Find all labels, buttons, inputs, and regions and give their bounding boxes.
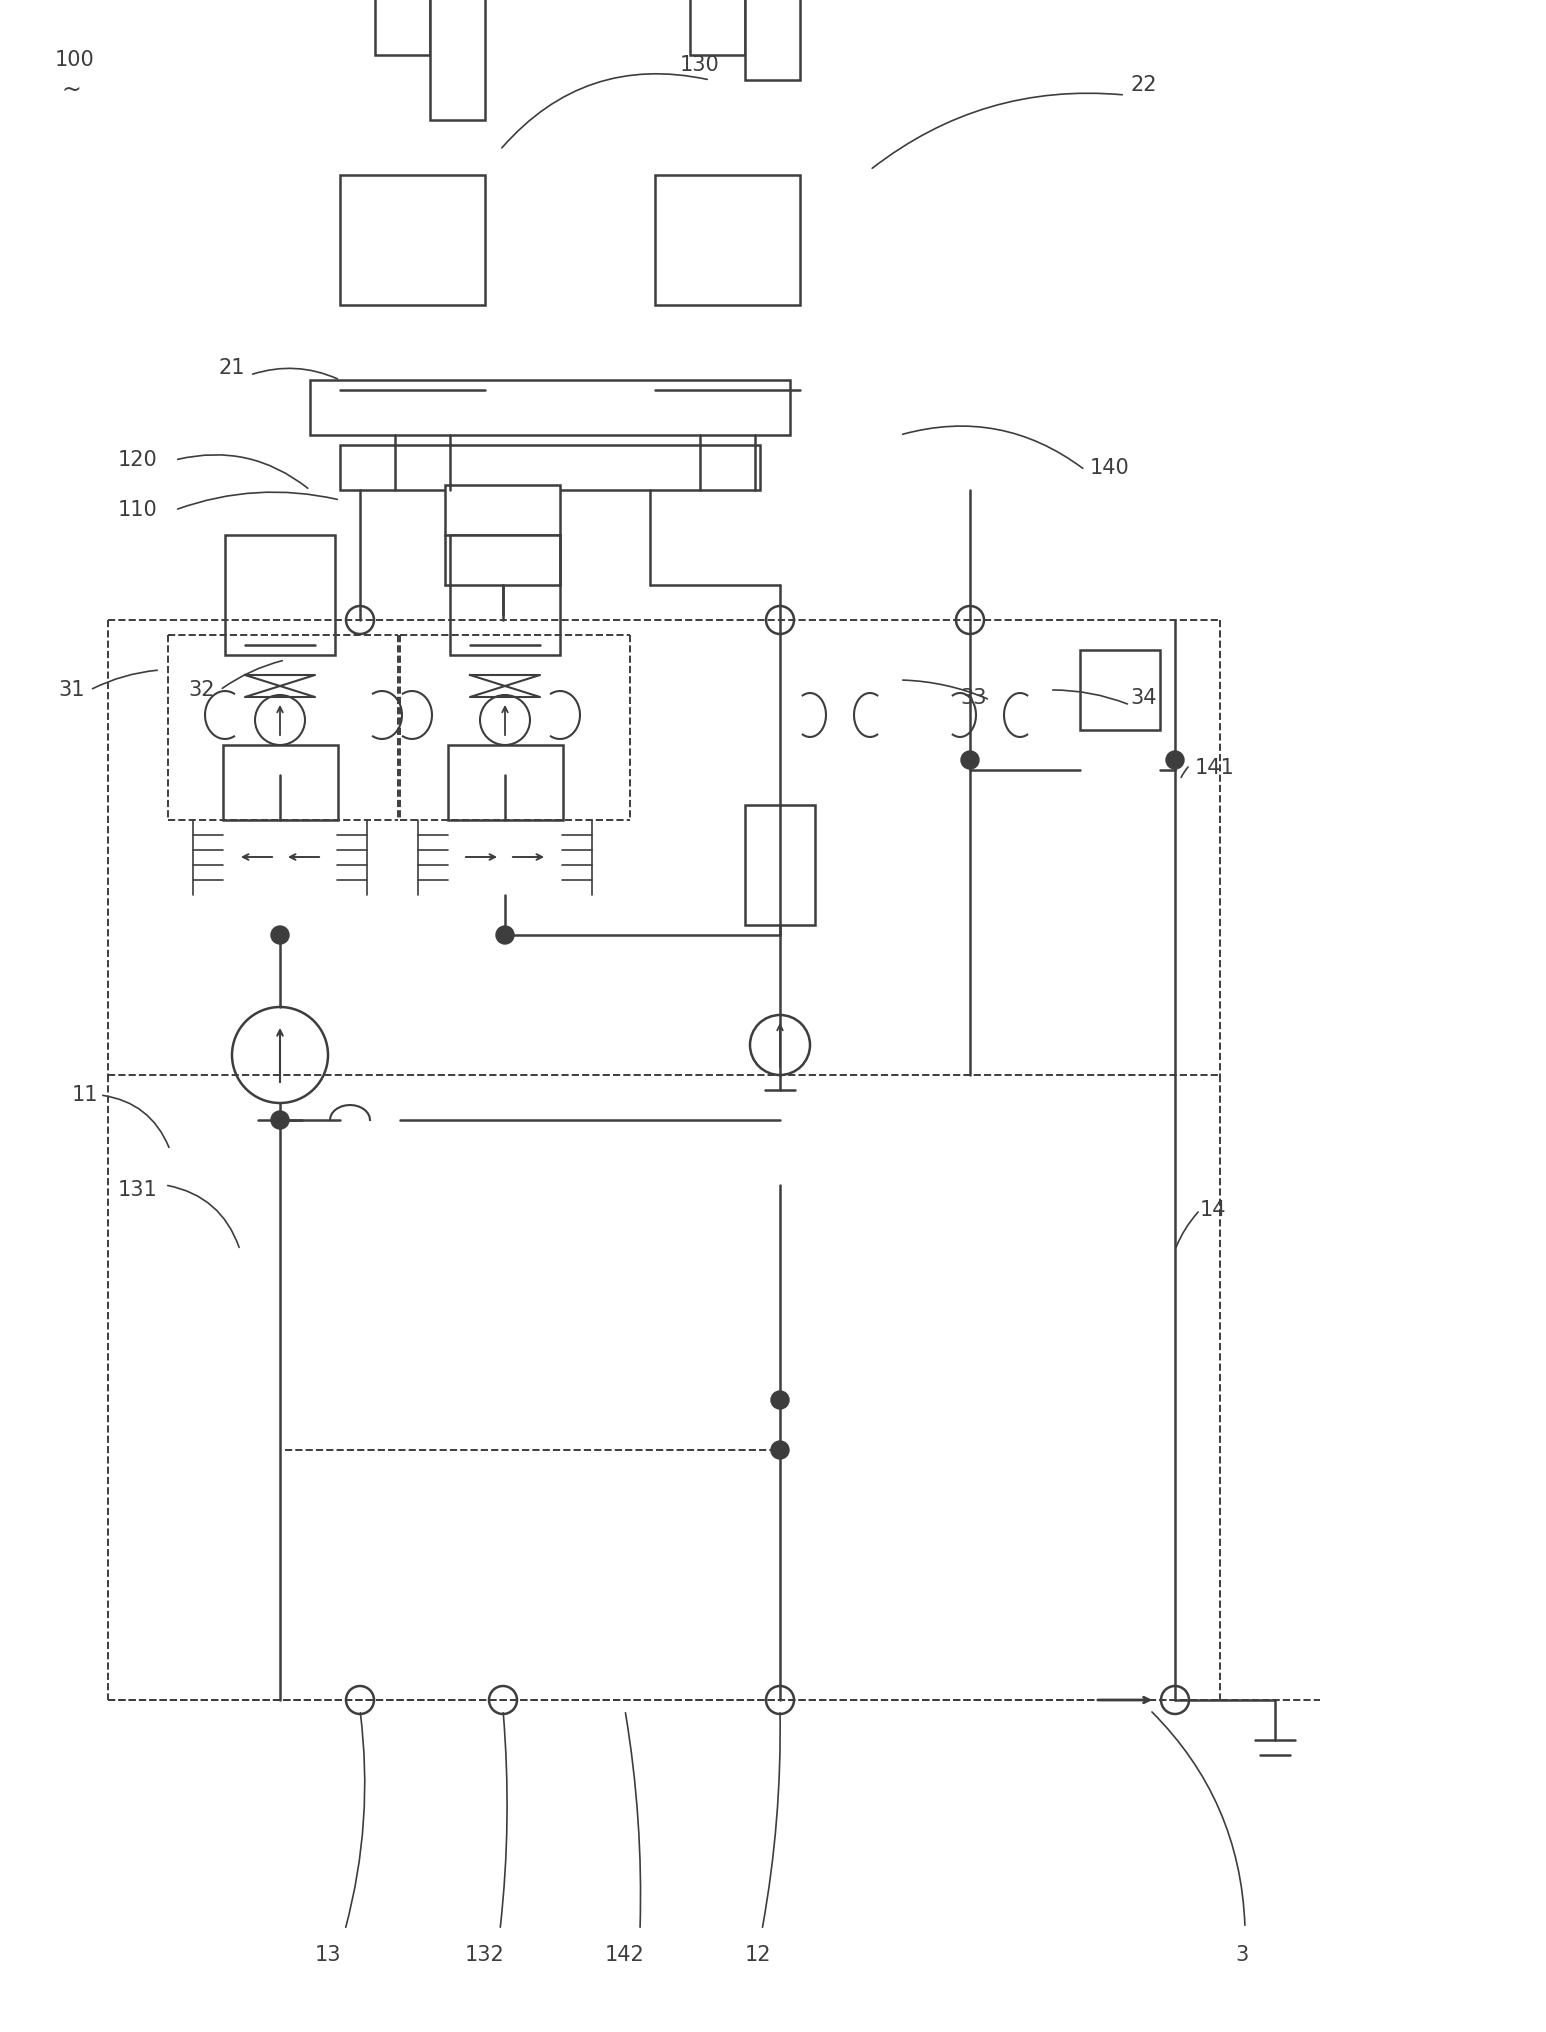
- Text: 110: 110: [117, 500, 158, 520]
- Circle shape: [271, 1112, 289, 1130]
- Circle shape: [496, 927, 513, 945]
- Text: 34: 34: [1130, 689, 1156, 707]
- Circle shape: [771, 1392, 788, 1408]
- Bar: [226, 534, 335, 654]
- Circle shape: [255, 695, 305, 746]
- Circle shape: [232, 1008, 328, 1103]
- Text: 11: 11: [73, 1085, 99, 1105]
- Circle shape: [955, 606, 983, 634]
- Bar: [450, 534, 560, 654]
- Text: 12: 12: [745, 1945, 771, 1965]
- Circle shape: [308, 636, 323, 652]
- Text: 22: 22: [1130, 75, 1156, 96]
- Circle shape: [346, 1687, 374, 1715]
- Bar: [223, 746, 339, 821]
- Circle shape: [765, 606, 795, 634]
- Text: 130: 130: [680, 55, 720, 75]
- Circle shape: [237, 636, 254, 652]
- Bar: [340, 175, 485, 305]
- Circle shape: [496, 766, 513, 784]
- Circle shape: [462, 636, 478, 652]
- Text: 100: 100: [56, 51, 94, 69]
- Text: 131: 131: [117, 1181, 158, 1201]
- Circle shape: [765, 1687, 795, 1715]
- Bar: [311, 380, 790, 435]
- Text: 21: 21: [218, 358, 244, 378]
- Text: 31: 31: [59, 681, 85, 699]
- Circle shape: [271, 766, 289, 784]
- Text: 142: 142: [604, 1945, 645, 1965]
- Bar: [745, 0, 799, 79]
- Circle shape: [1166, 752, 1184, 768]
- Circle shape: [532, 636, 547, 652]
- Bar: [376, 0, 430, 55]
- Circle shape: [962, 752, 979, 768]
- Text: 120: 120: [117, 449, 158, 469]
- Bar: [448, 746, 563, 821]
- Bar: [656, 175, 799, 305]
- Text: 132: 132: [465, 1945, 504, 1965]
- Circle shape: [479, 695, 530, 746]
- Text: 14: 14: [1200, 1201, 1226, 1219]
- Bar: [690, 0, 745, 55]
- Bar: [445, 486, 560, 534]
- Circle shape: [489, 1687, 516, 1715]
- Text: ~: ~: [62, 77, 82, 102]
- Circle shape: [771, 1441, 788, 1459]
- Text: 32: 32: [189, 681, 215, 699]
- Circle shape: [271, 927, 289, 945]
- Text: 33: 33: [960, 689, 986, 707]
- Bar: [430, 0, 485, 120]
- Text: 13: 13: [315, 1945, 342, 1965]
- Bar: [745, 805, 815, 925]
- Circle shape: [346, 606, 374, 634]
- Bar: [340, 445, 761, 490]
- Text: 3: 3: [1235, 1945, 1248, 1965]
- Circle shape: [750, 1016, 810, 1075]
- Circle shape: [489, 606, 516, 634]
- Text: 141: 141: [1195, 758, 1235, 778]
- Text: 140: 140: [1090, 457, 1130, 478]
- Bar: [1081, 650, 1160, 729]
- Circle shape: [1161, 1687, 1189, 1715]
